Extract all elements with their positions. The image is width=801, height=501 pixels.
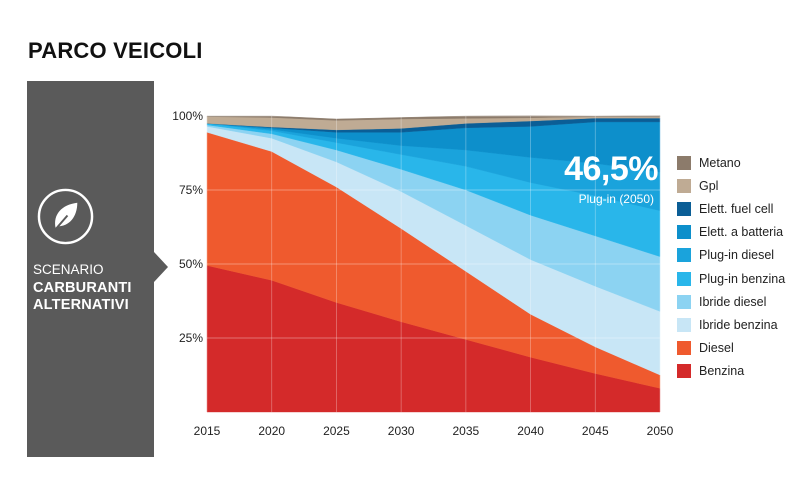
x-tick-label: 2040 — [517, 424, 544, 438]
leaf-icon — [37, 188, 94, 245]
chart-legend: Metano Gpl Elett. fuel cell Elett. a batter… — [677, 151, 785, 383]
x-tick-label: 2020 — [258, 424, 285, 438]
legend-item-elett-a-batteria: Elett. a batteria — [677, 221, 785, 244]
area-metano — [206, 115, 661, 121]
x-tick-label: 2030 — [388, 424, 415, 438]
y-tick-label: 25% — [179, 331, 203, 345]
legend-label: Elett. fuel cell — [699, 201, 774, 216]
scenario-name-line-1: CARBURANTI — [33, 280, 132, 296]
x-tick-label: 2035 — [453, 424, 480, 438]
scenario-panel: SCENARIO CARBURANTI ALTERNATIVI — [27, 81, 154, 457]
legend-label: Ibride diesel — [699, 294, 767, 309]
legend-swatch — [677, 178, 691, 193]
legend-item-elett-fuel-cell: Elett. fuel cell — [677, 197, 785, 220]
scenario-label: SCENARIO — [33, 262, 104, 277]
legend-item-metano: Metano — [677, 151, 785, 174]
legend-item-plug-in-benzina: Plug-in benzina — [677, 267, 785, 290]
scenario-name: CARBURANTI ALTERNATIVI — [33, 280, 132, 314]
legend-swatch — [677, 225, 691, 240]
legend-item-diesel: Diesel — [677, 337, 785, 360]
scenario-pointer — [154, 252, 168, 282]
callout-caption: Plug-in (2050) — [578, 192, 654, 206]
x-tick-label: 2025 — [323, 424, 350, 438]
legend-swatch — [677, 201, 691, 216]
legend-item-plug-in-diesel: Plug-in diesel — [677, 244, 785, 267]
x-tick-label: 2045 — [582, 424, 609, 438]
scenario-name-line-2: ALTERNATIVI — [33, 297, 129, 313]
legend-label: Metano — [699, 155, 741, 170]
legend-item-ibride-benzina: Ibride benzina — [677, 313, 785, 336]
legend-label: Diesel — [699, 341, 734, 356]
legend-item-benzina: Benzina — [677, 360, 785, 383]
legend-item-ibride-diesel: Ibride diesel — [677, 290, 785, 313]
x-tick-label: 2050 — [647, 424, 674, 438]
callout-value: 46,5% — [564, 150, 658, 188]
legend-swatch — [677, 341, 691, 356]
legend-swatch — [677, 155, 691, 170]
legend-label: Ibride benzina — [699, 317, 778, 332]
legend-label: Gpl — [699, 178, 719, 193]
legend-label: Plug-in diesel — [699, 248, 775, 263]
legend-label: Plug-in benzina — [699, 271, 786, 286]
y-tick-label: 75% — [179, 183, 203, 197]
legend-swatch — [677, 271, 691, 286]
y-tick-label: 50% — [179, 257, 203, 271]
page-title: PARCO VEICOLI — [28, 38, 203, 63]
legend-swatch — [677, 294, 691, 309]
legend-swatch — [677, 317, 691, 332]
y-tick-label: 100% — [172, 109, 203, 123]
x-tick-label: 2015 — [194, 424, 221, 438]
legend-label: Benzina — [699, 364, 745, 379]
legend-swatch — [677, 364, 691, 379]
legend-item-gpl: Gpl — [677, 174, 785, 197]
legend-label: Elett. a batteria — [699, 225, 784, 240]
legend-swatch — [677, 248, 691, 263]
